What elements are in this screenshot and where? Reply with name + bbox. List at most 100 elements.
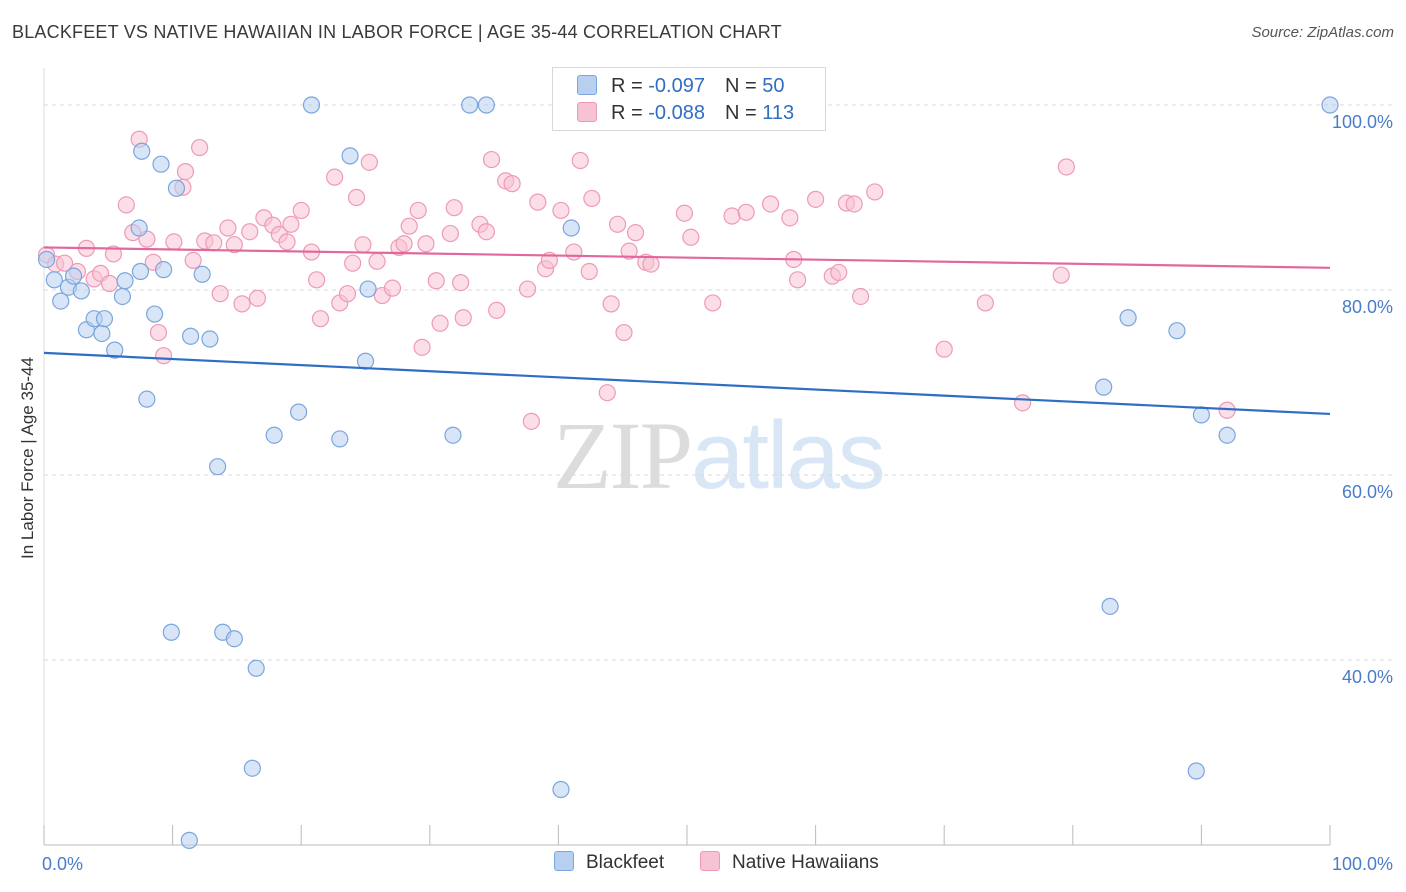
point-native-hawaiians	[482, 150, 501, 169]
point-native-hawaiians	[219, 219, 237, 237]
point-native-hawaiians	[165, 233, 183, 251]
point-blackfeet	[37, 250, 56, 269]
point-native-hawaiians	[205, 234, 223, 252]
point-blackfeet	[116, 272, 134, 290]
legend-swatch-blackfeet	[577, 75, 597, 95]
point-native-hawaiians	[488, 301, 506, 319]
point-blackfeet	[1168, 322, 1186, 340]
chart-title: BLACKFEET VS NATIVE HAWAIIAN IN LABOR FO…	[12, 22, 782, 42]
point-native-hawaiians	[176, 163, 195, 181]
point-native-hawaiians	[626, 224, 645, 242]
point-native-hawaiians	[282, 215, 300, 233]
axes	[43, 68, 1330, 846]
series-blackfeet	[37, 96, 1339, 849]
point-native-hawaiians	[723, 207, 741, 225]
point-native-hawaiians	[417, 235, 435, 253]
point-blackfeet	[45, 271, 63, 289]
series-native-hawaiians	[37, 96, 1236, 430]
point-native-hawaiians	[427, 272, 445, 290]
point-blackfeet	[182, 327, 200, 345]
point-native-hawaiians	[866, 183, 884, 201]
point-blackfeet	[290, 403, 308, 421]
bottom-legend-blackfeet: Blackfeet	[554, 851, 664, 874]
point-blackfeet	[1095, 378, 1113, 396]
point-blackfeet	[1119, 309, 1137, 327]
legend-row-blackfeet: R = -0.097 N = 50	[577, 75, 784, 101]
point-blackfeet	[265, 426, 283, 444]
x-tick-label-min: 0.0%	[42, 854, 83, 874]
point-blackfeet	[154, 261, 173, 279]
bottom-legend-native-hawaiians: Native Hawaiians	[700, 851, 879, 874]
y-tick-label: 80.0%	[1342, 297, 1393, 317]
point-blackfeet	[1192, 406, 1211, 424]
point-blackfeet	[133, 142, 151, 160]
point-native-hawaiians	[452, 274, 470, 292]
point-blackfeet	[52, 292, 70, 310]
point-native-hawaiians	[608, 215, 627, 233]
point-blackfeet	[1187, 762, 1205, 780]
point-native-hawaiians	[347, 188, 366, 207]
point-blackfeet	[167, 179, 186, 197]
point-blackfeet	[209, 458, 227, 476]
point-native-hawaiians	[737, 203, 755, 221]
point-native-hawaiians	[781, 209, 799, 227]
trend-lines	[43, 246, 1331, 416]
point-native-hawaiians	[529, 193, 547, 211]
point-blackfeet	[180, 831, 198, 849]
point-native-hawaiians	[395, 235, 413, 253]
point-native-hawaiians	[620, 242, 638, 260]
point-native-hawaiians	[518, 280, 537, 298]
y-axis-title: In Labor Force | Age 35-44	[18, 357, 37, 559]
watermark-atlas: atlas	[691, 402, 886, 509]
point-native-hawaiians	[117, 196, 135, 214]
point-native-hawaiians	[580, 262, 598, 281]
point-blackfeet	[201, 330, 219, 348]
point-native-hawaiians	[845, 195, 863, 213]
bottom-legend-swatch-native-hawaiians	[700, 851, 720, 871]
point-blackfeet	[130, 219, 148, 237]
point-blackfeet	[444, 426, 462, 444]
point-native-hawaiians	[413, 338, 431, 356]
point-native-hawaiians	[704, 294, 722, 312]
point-native-hawaiians	[615, 323, 633, 342]
trend-line-blackfeet	[43, 351, 1331, 416]
point-native-hawaiians	[154, 347, 173, 365]
point-native-hawaiians	[565, 243, 583, 261]
point-blackfeet	[138, 390, 156, 408]
point-blackfeet	[1218, 426, 1236, 444]
point-native-hawaiians	[761, 195, 780, 213]
point-native-hawaiians	[326, 168, 344, 186]
point-native-hawaiians	[383, 279, 402, 297]
point-blackfeet	[331, 430, 349, 448]
point-native-hawaiians	[360, 153, 378, 171]
gridlines	[44, 104, 1392, 661]
point-blackfeet	[162, 623, 180, 641]
legend-n-value: 50	[762, 75, 785, 97]
y-tick-labels: 40.0% 60.0% 80.0% 100.0%	[1332, 112, 1393, 687]
point-native-hawaiians	[311, 310, 330, 328]
point-blackfeet	[359, 280, 377, 298]
point-native-hawaiians	[1052, 266, 1070, 284]
point-blackfeet	[145, 305, 164, 323]
point-native-hawaiians	[583, 189, 601, 208]
point-blackfeet	[106, 341, 124, 359]
point-native-hawaiians	[338, 285, 357, 303]
point-blackfeet	[64, 267, 83, 285]
point-native-hawaiians	[308, 271, 326, 289]
point-native-hawaiians	[233, 295, 251, 313]
legend-r-value: -0.088	[648, 102, 705, 124]
point-native-hawaiians	[100, 274, 119, 293]
trend-line-native-hawaiians	[43, 246, 1331, 269]
point-native-hawaiians	[248, 289, 267, 307]
legend-swatch-native-hawaiians	[577, 102, 597, 122]
point-blackfeet	[1101, 597, 1119, 615]
point-blackfeet	[93, 324, 111, 343]
point-native-hawaiians	[184, 251, 202, 269]
point-native-hawaiians	[935, 340, 953, 358]
point-native-hawaiians	[806, 190, 825, 208]
point-blackfeet	[225, 630, 243, 648]
point-blackfeet	[552, 780, 570, 799]
bottom-legend-label: Native Hawaiians	[732, 852, 879, 873]
point-blackfeet	[193, 265, 211, 283]
point-native-hawaiians	[292, 201, 310, 220]
